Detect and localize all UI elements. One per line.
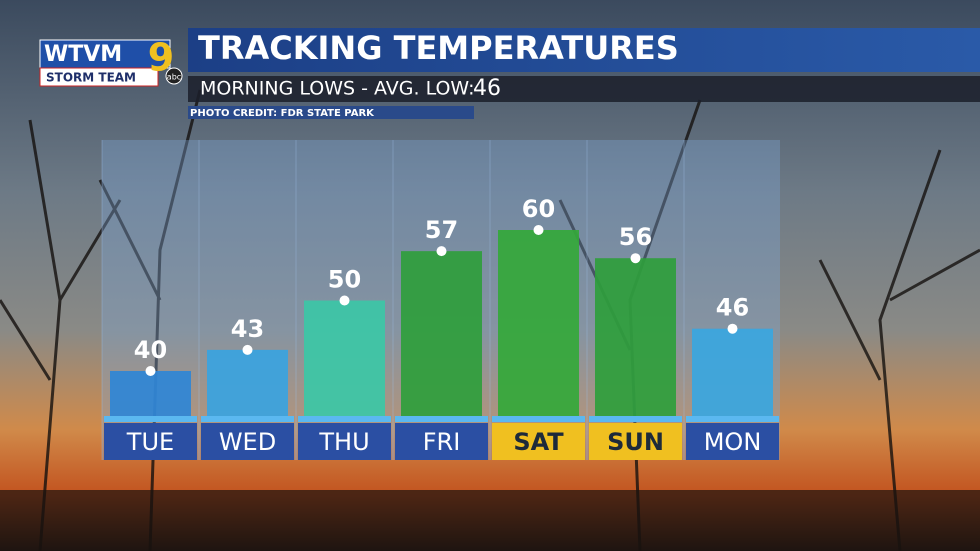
logo-network: abc <box>167 73 181 82</box>
ground <box>0 490 980 551</box>
value-label: 57 <box>425 216 458 244</box>
logo-team: STORM TEAM <box>46 71 136 85</box>
bar <box>207 349 288 416</box>
bar <box>110 371 191 416</box>
value-label: 56 <box>619 223 652 251</box>
bar-dot <box>339 295 350 306</box>
day-label-bg <box>686 423 779 460</box>
bar-dot <box>630 253 641 264</box>
value-label: 50 <box>328 266 361 294</box>
baseline-strip <box>104 416 197 422</box>
credit-bar <box>188 106 474 119</box>
x-tick-label: SAT <box>513 428 564 456</box>
baseline-strip <box>492 416 585 422</box>
value-label: 40 <box>134 336 167 364</box>
x-tick-label: THU <box>318 428 369 456</box>
chart-title: TRACKING TEMPERATURES <box>198 29 679 67</box>
x-tick-label: MON <box>704 428 762 456</box>
x-tick-label: WED <box>219 428 276 456</box>
x-tick-label: SUN <box>607 428 664 456</box>
bar <box>595 258 676 416</box>
baseline-strip <box>589 416 682 422</box>
value-label: 60 <box>522 195 555 223</box>
day-label-bg <box>589 423 682 460</box>
x-tick-label: TUE <box>126 428 174 456</box>
bar-dot <box>242 344 253 355</box>
bar <box>498 230 579 416</box>
title-bar <box>188 28 980 72</box>
day-label-bg <box>298 423 391 460</box>
bar-dot <box>436 246 447 257</box>
x-tick-label: FRI <box>423 428 461 456</box>
bar <box>692 328 773 416</box>
baseline-strip <box>395 416 488 422</box>
bar-dot <box>727 323 738 334</box>
bar <box>304 300 385 416</box>
baseline-strip <box>201 416 294 422</box>
day-label-bg <box>492 423 585 460</box>
day-label-bg <box>395 423 488 460</box>
day-label-bg <box>104 423 197 460</box>
baseline-strip <box>298 416 391 422</box>
baseline-strip <box>686 416 779 422</box>
logo-station: WTVM <box>44 42 122 67</box>
subtitle: MORNING LOWS - AVG. LOW: <box>200 78 475 100</box>
avg-low: 46 <box>473 76 501 101</box>
photo-credit: PHOTO CREDIT: FDR STATE PARK <box>190 108 375 119</box>
bar-dot <box>533 225 544 235</box>
bar <box>401 251 482 416</box>
day-label-bg <box>201 423 294 460</box>
value-label: 46 <box>716 294 749 322</box>
bar-dot <box>145 366 156 376</box>
value-label: 43 <box>231 315 264 343</box>
logo: WTVM STORM TEAM 9 abc <box>39 36 183 87</box>
subtitle-bar <box>188 76 980 102</box>
